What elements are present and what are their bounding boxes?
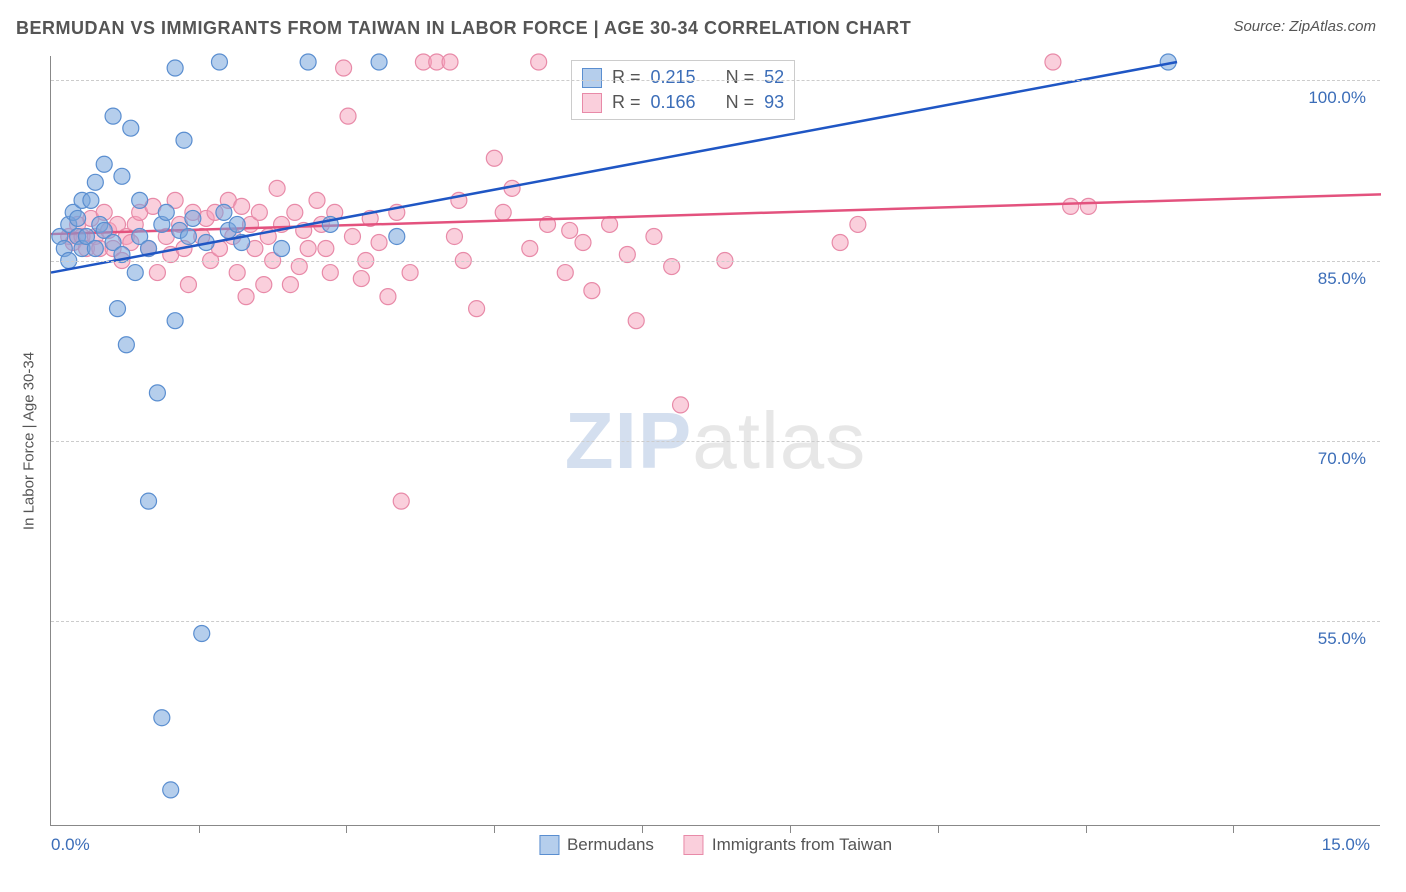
legend-item-blue: Bermudans: [539, 835, 654, 855]
chart-title: BERMUDAN VS IMMIGRANTS FROM TAIWAN IN LA…: [16, 18, 911, 39]
source-label: Source: ZipAtlas.com: [1233, 18, 1376, 35]
swatch-pink: [684, 835, 704, 855]
legend-row-pink: R = 0.166 N = 93: [582, 90, 784, 115]
y-axis-label: In Labor Force | Age 30-34: [21, 351, 38, 529]
y-tick-label: 100.0%: [1308, 88, 1366, 108]
swatch-blue: [582, 68, 602, 88]
swatch-pink: [582, 93, 602, 113]
chart-plot-area: In Labor Force | Age 30-34 ZIPatlas R = …: [50, 56, 1380, 826]
legend-item-pink: Immigrants from Taiwan: [684, 835, 892, 855]
x-tick-label: 15.0%: [1322, 835, 1370, 855]
y-tick-label: 70.0%: [1318, 449, 1366, 469]
series-legend: Bermudans Immigrants from Taiwan: [539, 835, 892, 855]
y-tick-label: 85.0%: [1318, 269, 1366, 289]
y-tick-label: 55.0%: [1318, 629, 1366, 649]
correlation-legend: R = 0.215 N = 52 R = 0.166 N = 93: [571, 60, 795, 120]
swatch-blue: [539, 835, 559, 855]
legend-row-blue: R = 0.215 N = 52: [582, 65, 784, 90]
x-tick-label: 0.0%: [51, 835, 90, 855]
